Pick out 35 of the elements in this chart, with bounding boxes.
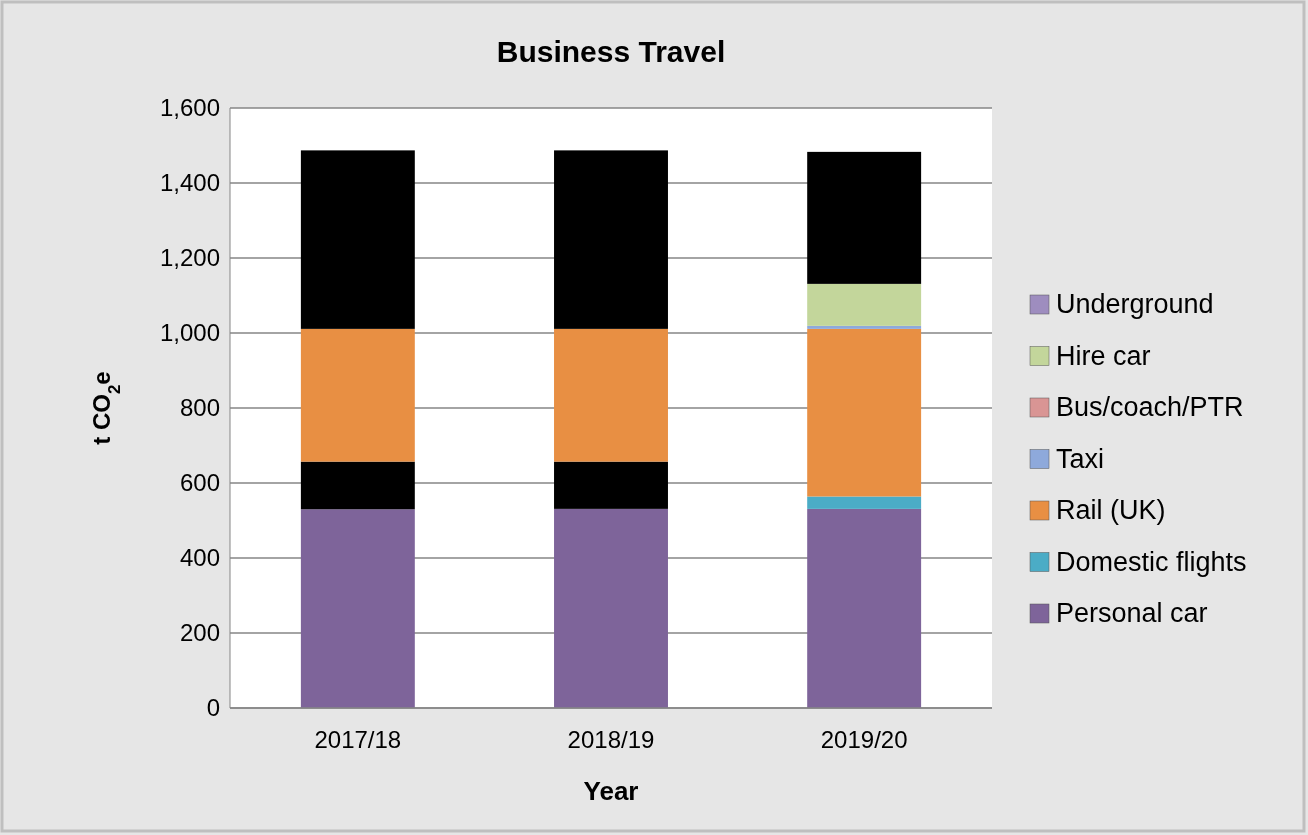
legend-label: Underground: [1056, 289, 1214, 320]
y-tick-label: 1,200: [159, 244, 220, 272]
bar: [300, 461, 415, 510]
legend-label: Bus/coach/PTR: [1056, 392, 1244, 423]
bar: [300, 509, 415, 708]
legend-label: Hire car: [1056, 340, 1151, 371]
x-tick-label: 2018/19: [567, 726, 655, 753]
y-tick-label: 600: [179, 469, 220, 497]
bar: [807, 496, 922, 509]
bar: [554, 461, 668, 509]
y-tick-label: 0: [206, 694, 220, 722]
chart-title: Business Travel: [496, 35, 726, 68]
legend-label: Rail (UK): [1056, 495, 1166, 526]
bar: [554, 150, 668, 329]
bar: [807, 325, 922, 329]
legend-label: Personal car: [1056, 598, 1208, 629]
bar: [300, 150, 415, 329]
bar: [554, 328, 668, 462]
legend-label: Domestic flights: [1056, 546, 1247, 577]
bar: [300, 328, 415, 462]
y-tick-label: 1,000: [159, 319, 220, 347]
x-axis-title: Year: [583, 776, 639, 806]
bar: [807, 508, 922, 708]
bar: [807, 328, 922, 497]
y-tick-label: 1,600: [159, 94, 220, 122]
x-tick-label: 2019/20: [820, 726, 908, 753]
bar: [554, 508, 668, 708]
y-tick-label: 800: [179, 394, 220, 422]
bar: [807, 151, 922, 284]
y-tick-label: 400: [179, 544, 220, 572]
legend-label: Taxi: [1056, 443, 1105, 474]
y-tick-label: 1,400: [159, 169, 220, 197]
bar: [807, 283, 922, 326]
x-tick-label: 2017/18: [314, 726, 402, 753]
y-tick-label: 200: [179, 619, 220, 647]
